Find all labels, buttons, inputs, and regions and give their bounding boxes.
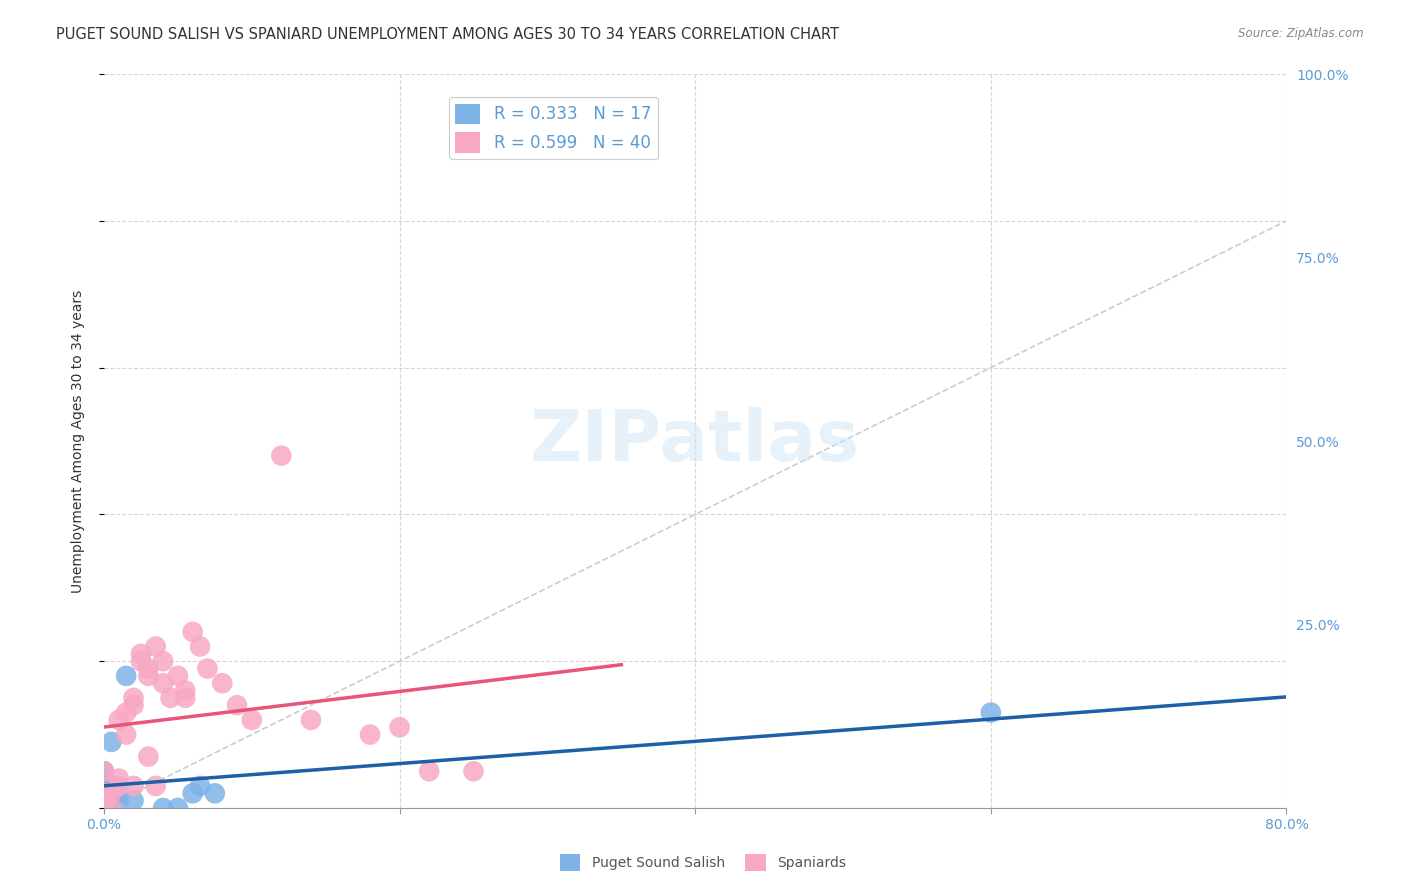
Text: PUGET SOUND SALISH VS SPANIARD UNEMPLOYMENT AMONG AGES 30 TO 34 YEARS CORRELATIO: PUGET SOUND SALISH VS SPANIARD UNEMPLOYM…: [56, 27, 839, 42]
Point: [107, 794, 129, 808]
Point: [138, 669, 160, 683]
Y-axis label: Unemployment Among Ages 30 to 34 years: Unemployment Among Ages 30 to 34 years: [72, 289, 86, 592]
Point: [93, 772, 115, 786]
Point: [167, 801, 190, 815]
Point: [93, 764, 115, 779]
Point: [129, 654, 152, 668]
Point: [100, 801, 122, 815]
Point: [107, 786, 129, 800]
Point: [188, 640, 211, 654]
Text: Source: ZipAtlas.com: Source: ZipAtlas.com: [1239, 27, 1364, 40]
Point: [93, 801, 115, 815]
Point: [100, 735, 122, 749]
Point: [174, 683, 197, 698]
Point: [388, 720, 411, 734]
Point: [107, 779, 129, 793]
Point: [152, 801, 174, 815]
Point: [122, 698, 145, 713]
Point: [226, 698, 249, 713]
Point: [174, 690, 197, 705]
Point: [145, 779, 167, 793]
Point: [463, 764, 485, 779]
Point: [93, 794, 115, 808]
Point: [159, 690, 181, 705]
Point: [188, 779, 211, 793]
Point: [181, 786, 204, 800]
Point: [107, 772, 129, 786]
Point: [152, 676, 174, 690]
Point: [93, 786, 115, 800]
Point: [211, 676, 233, 690]
Point: [299, 713, 322, 727]
Point: [100, 794, 122, 808]
Point: [980, 706, 1002, 720]
Point: [145, 640, 167, 654]
Legend: Puget Sound Salish, Spaniards: Puget Sound Salish, Spaniards: [554, 848, 852, 876]
Point: [152, 654, 174, 668]
Point: [93, 779, 115, 793]
Point: [204, 786, 226, 800]
Legend: R = 0.333   N = 17, R = 0.599   N = 40: R = 0.333 N = 17, R = 0.599 N = 40: [449, 97, 658, 160]
Point: [197, 661, 219, 675]
Text: ZIPatlas: ZIPatlas: [530, 407, 860, 475]
Point: [115, 669, 138, 683]
Point: [93, 797, 115, 812]
Point: [270, 449, 292, 463]
Point: [122, 794, 145, 808]
Point: [122, 779, 145, 793]
Point: [418, 764, 440, 779]
Point: [122, 690, 145, 705]
Point: [93, 764, 115, 779]
Point: [240, 713, 263, 727]
Point: [93, 786, 115, 800]
Point: [115, 728, 138, 742]
Point: [181, 624, 204, 639]
Point: [138, 661, 160, 675]
Point: [359, 728, 381, 742]
Point: [100, 801, 122, 815]
Point: [115, 706, 138, 720]
Point: [100, 786, 122, 800]
Point: [138, 749, 160, 764]
Point: [107, 713, 129, 727]
Point: [129, 647, 152, 661]
Point: [167, 669, 190, 683]
